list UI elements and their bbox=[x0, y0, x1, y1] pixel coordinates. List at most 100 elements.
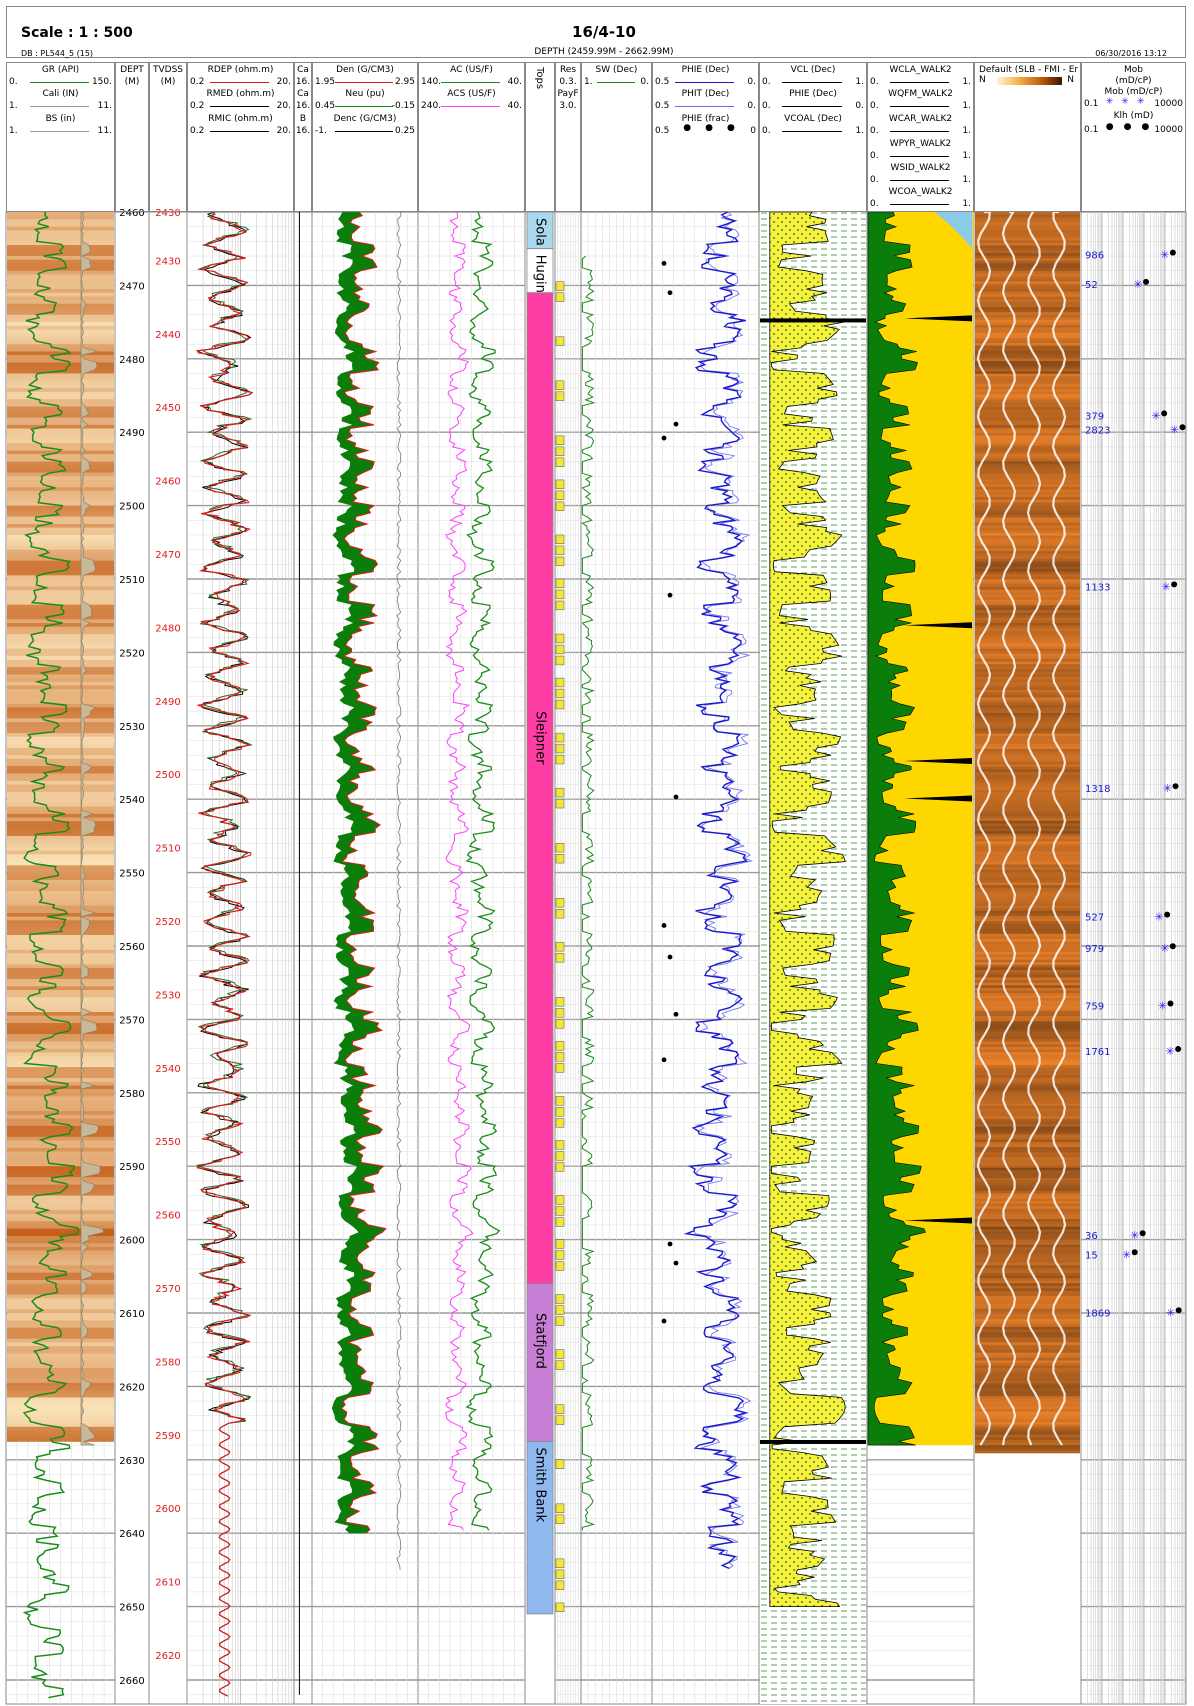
depth-tick-label: 2570 bbox=[119, 1015, 144, 1026]
mineral-track-header: WCLA_WALK2 0. 1. WQFM_WALK2 0. 1. WCAR_WAL… bbox=[867, 62, 974, 212]
phie-core-point bbox=[661, 260, 667, 266]
well-name: 16/4-10 bbox=[572, 23, 636, 41]
coal-band bbox=[760, 1439, 866, 1444]
tvdss-tick-label: 2540 bbox=[155, 1064, 180, 1075]
tvdss-tick-label: 2590 bbox=[155, 1431, 180, 1442]
top-zone-2 bbox=[526, 292, 554, 1285]
klh-point bbox=[1131, 1249, 1138, 1256]
phit-lo: 0.5 bbox=[655, 101, 670, 111]
gr-title: GR (API) bbox=[41, 65, 80, 75]
depth-tick-label: 2630 bbox=[119, 1456, 144, 1467]
phie-core-point bbox=[661, 1318, 667, 1324]
tvdss-tick-label: 2470 bbox=[155, 550, 180, 561]
mini-l5: B bbox=[299, 114, 307, 124]
mob-label: 1133 bbox=[1085, 582, 1110, 593]
cali-fill bbox=[80, 211, 105, 1446]
klh-point bbox=[1169, 249, 1176, 256]
tvdss-tick-label: 2460 bbox=[155, 477, 180, 488]
coal-spike bbox=[904, 315, 972, 322]
mob-point: ✳ bbox=[1158, 999, 1167, 1012]
resistivity-track-header: RDEP (ohm.m) 0.2 20. RMED (ohm.m) 0.2 20. … bbox=[187, 62, 294, 212]
depth-tick-label: 2610 bbox=[119, 1309, 144, 1320]
denc-lo: -1. bbox=[315, 126, 327, 136]
gr-hi: 150. bbox=[91, 77, 112, 87]
phie-core-point bbox=[673, 794, 679, 800]
tvdss-tick-label: 2610 bbox=[155, 1578, 180, 1589]
mob-point: ✳ bbox=[1152, 409, 1161, 422]
depth-range: DEPTH (2459.99M - 2662.99M) bbox=[534, 47, 674, 57]
sw-lo: 1. bbox=[584, 77, 593, 87]
depth-tick-label: 2600 bbox=[119, 1236, 144, 1247]
mini-l6: 16. bbox=[295, 126, 311, 136]
phie-core-point bbox=[673, 1011, 679, 1017]
dept-unit: (M) bbox=[124, 77, 140, 87]
cali-hi: 11. bbox=[97, 101, 112, 111]
klh-point bbox=[1161, 410, 1168, 417]
carbonate-fill bbox=[934, 212, 972, 249]
depth-top-label: 2460 bbox=[119, 208, 144, 219]
neu-hi: -0.15 bbox=[391, 101, 415, 111]
phie-core-point bbox=[673, 1260, 679, 1266]
vcoal-lo: 0. bbox=[762, 126, 771, 136]
tvdss-track-header: TVDSS (M) bbox=[149, 62, 187, 212]
print-date: 06/30/2016 13:12 bbox=[1095, 49, 1167, 58]
rmic-title: RMIC (ohm.m) bbox=[208, 114, 273, 124]
depth-tick-label: 2530 bbox=[119, 722, 144, 733]
rmed-hi: 20. bbox=[276, 101, 291, 111]
depth-tick-label: 2550 bbox=[119, 869, 144, 880]
density-neutron-track bbox=[331, 211, 402, 1570]
mob-point: ✳ bbox=[1160, 942, 1169, 955]
depth-tick-label: 2660 bbox=[119, 1676, 144, 1687]
coal-spike bbox=[904, 1217, 972, 1224]
ac-hi: 40. bbox=[507, 77, 522, 87]
mini-l2: 16. bbox=[295, 77, 311, 87]
vcoal-title: VCOAL (Dec) bbox=[784, 114, 842, 124]
phit-hi: 0. bbox=[747, 101, 756, 111]
acs-hi: 40. bbox=[507, 101, 522, 111]
mini-l1: Ca bbox=[297, 65, 309, 75]
resistivity-track bbox=[195, 211, 300, 1697]
den-lo: 1.95 bbox=[315, 77, 336, 87]
vcl-track bbox=[760, 211, 866, 1704]
rdep-title: RDEP (ohm.m) bbox=[207, 65, 274, 75]
mob-label: 1318 bbox=[1085, 784, 1110, 795]
den-title: Den (G/CM3) bbox=[336, 65, 394, 75]
phie-hi: 0. bbox=[747, 77, 756, 87]
tvdss-axis: 2430 2430 2440 2450 2460 2470 2480 2490 2500 2510… bbox=[155, 208, 180, 1662]
depth-tick-label: 2650 bbox=[119, 1603, 144, 1614]
mob-point: ✳ bbox=[1160, 249, 1169, 262]
cali-lo: 1. bbox=[9, 101, 18, 111]
mob-label: 36 bbox=[1085, 1231, 1098, 1242]
denc-curve bbox=[396, 211, 402, 1570]
mob-point: ✳ bbox=[1170, 423, 1179, 436]
mob-label: 15 bbox=[1085, 1250, 1098, 1261]
depth-tick-label: 2640 bbox=[119, 1529, 144, 1540]
density-track-header: Den (G/CM3) 1.95 2.95 Neu (pu) 0.45 -0.15 … bbox=[312, 62, 418, 212]
klh-point bbox=[1143, 278, 1150, 285]
klh-series-title: Klh (mD) bbox=[1113, 111, 1154, 121]
mob-point: ✳ bbox=[1163, 782, 1172, 795]
fmi-track bbox=[975, 210, 1080, 1454]
res-l1: Res bbox=[559, 65, 577, 75]
tops-track-header: Tops bbox=[525, 62, 555, 212]
depth-tick-label: 2480 bbox=[119, 355, 144, 366]
walk-item-3: WPYR_WALK2 bbox=[889, 139, 952, 149]
tvdss-tick-label: 2620 bbox=[155, 1651, 180, 1662]
gr-curve bbox=[22, 211, 80, 1699]
mob-point: ✳ bbox=[1166, 1045, 1175, 1058]
tvdss-tick-label: 2440 bbox=[155, 330, 180, 341]
rmed-lo: 0.2 bbox=[190, 101, 205, 111]
vcl-title: VCL (Dec) bbox=[790, 65, 836, 75]
depth-tick-label: 2520 bbox=[119, 648, 144, 659]
sw-track bbox=[581, 255, 596, 1531]
track-frame-mini bbox=[293, 211, 313, 1705]
klh-point bbox=[1167, 1000, 1174, 1007]
vcl-track-header: VCL (Dec) 0. 1. PHIE (Dec) 0. 0. VCOAL (De… bbox=[759, 62, 867, 212]
gr-track bbox=[7, 211, 114, 1699]
klh-point bbox=[1172, 783, 1179, 790]
depth-tick-label: 2540 bbox=[119, 795, 144, 806]
clay-fill bbox=[867, 211, 926, 1446]
phiefrac-lo: 0.5 bbox=[655, 126, 670, 136]
klh-point bbox=[1175, 1307, 1182, 1314]
klh-point bbox=[1164, 911, 1171, 918]
